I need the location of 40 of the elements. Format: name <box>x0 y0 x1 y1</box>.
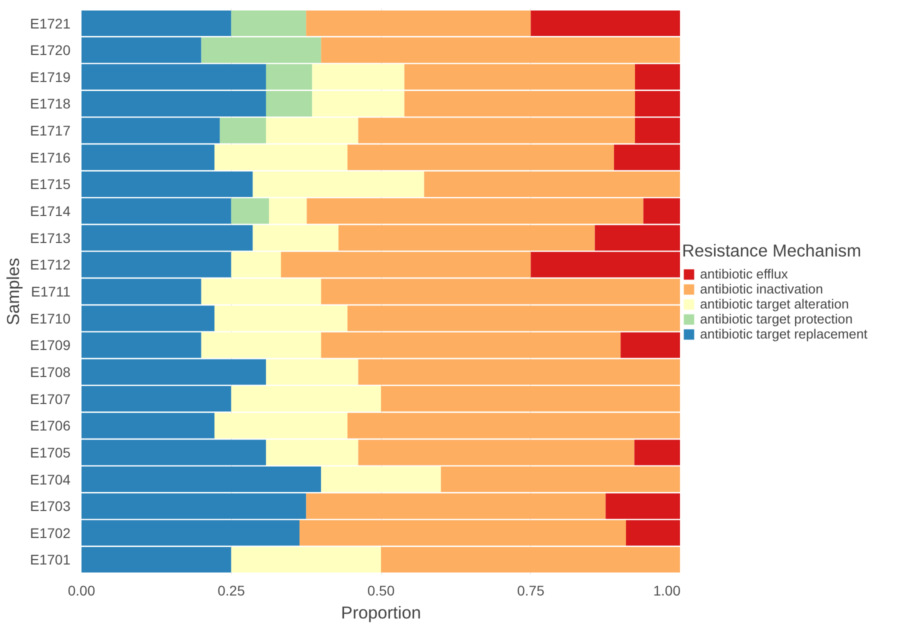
y-tick-label: E1721 <box>30 15 71 32</box>
x-tick-label: 0.00 <box>68 582 96 598</box>
y-tick-label: E1709 <box>30 337 71 354</box>
x-axis-title: Proportion <box>341 602 421 622</box>
legend-label: antibiotic inactivation <box>700 282 823 296</box>
y-tick-label: E1718 <box>30 96 71 112</box>
legend-title: Resistance Mechanism <box>682 240 862 262</box>
y-axis-title: Samples <box>3 257 24 326</box>
x-tick-label: 1.00 <box>653 582 681 598</box>
y-tick-label: E1716 <box>30 149 71 166</box>
x-tick-label: 0.25 <box>218 582 246 598</box>
y-tick-label: E1710 <box>30 310 71 326</box>
y-tick-label: E1719 <box>30 68 71 85</box>
y-tick-label: E1705 <box>30 444 71 460</box>
bar <box>634 440 680 466</box>
legend-label: antibiotic efflux <box>700 266 788 282</box>
y-tick-label: E1703 <box>30 498 71 514</box>
y-tick-label: E1702 <box>30 524 71 541</box>
legend-label: antibiotic target protection <box>700 312 853 326</box>
y-tick-label: E1706 <box>30 418 71 434</box>
legend-label: antibiotic target replacement <box>700 326 868 342</box>
y-tick-label: E1715 <box>30 176 71 192</box>
y-tick-label: E1711 <box>31 284 71 300</box>
x-tick-label: 0.50 <box>367 582 395 598</box>
bar <box>231 547 381 572</box>
x-tick-label: 0.75 <box>517 582 545 598</box>
bar <box>530 10 680 36</box>
y-tick-label: E1704 <box>30 471 71 488</box>
y-tick-label: E1720 <box>30 42 71 58</box>
y-tick-label: E1714 <box>30 203 71 220</box>
y-tick-label: E1708 <box>30 364 71 380</box>
legend-label: antibiotic target alteration <box>700 296 849 312</box>
bar <box>620 332 680 358</box>
y-tick-label: E1707 <box>30 390 71 407</box>
y-tick-label: E1713 <box>30 230 71 246</box>
y-tick-label: E1712 <box>30 256 71 273</box>
y-tick-label: E1701 <box>30 552 71 568</box>
bar <box>220 118 266 144</box>
bar <box>231 198 269 224</box>
y-tick-label: E1717 <box>30 122 71 139</box>
